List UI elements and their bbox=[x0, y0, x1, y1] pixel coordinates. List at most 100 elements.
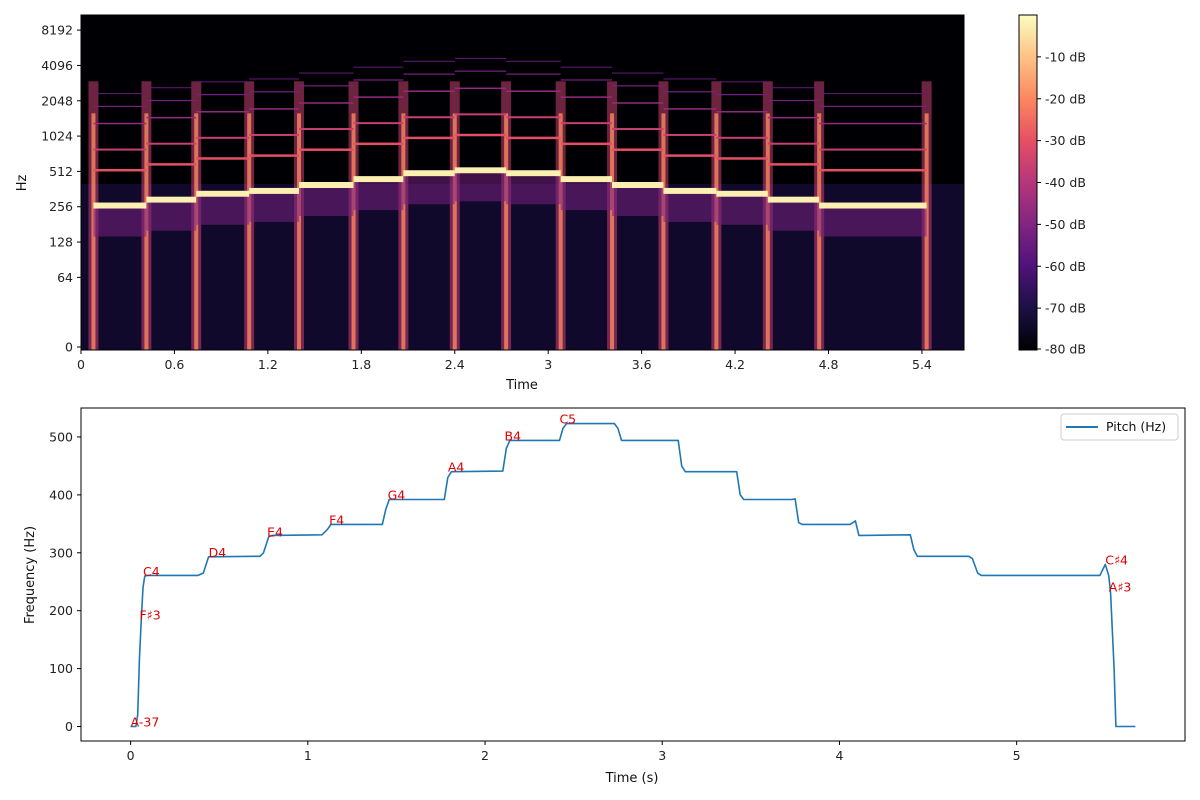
onset-streak-core bbox=[765, 113, 770, 350]
harmonic-band bbox=[353, 66, 404, 68]
harmonic-band bbox=[506, 170, 561, 177]
harmonic-band bbox=[716, 157, 768, 160]
onset-streak-core bbox=[297, 113, 302, 350]
spec-x-tick-label: 4.8 bbox=[819, 357, 839, 372]
harmonic-band bbox=[767, 116, 820, 119]
spec-y-tick-label: 1024 bbox=[41, 129, 73, 144]
harmonic-band bbox=[506, 60, 561, 62]
note-annotation: F♯3 bbox=[139, 607, 160, 622]
pitch-chart: 0 1 2 3 4 5 0 100 200 300 400 500 A-37 F♯3 C4 D4 E4 F4 G… bbox=[23, 407, 1186, 786]
harmonic-band bbox=[506, 116, 561, 119]
spec-x-tick-label: 3.6 bbox=[632, 357, 652, 372]
harmonic-band bbox=[403, 170, 455, 177]
note-annotation: D4 bbox=[209, 545, 227, 560]
onset-streak-core bbox=[452, 113, 457, 350]
harmonic-band bbox=[716, 136, 768, 139]
harmonic-band bbox=[819, 122, 927, 125]
fundamental-smear bbox=[819, 208, 927, 237]
harmonic-band bbox=[353, 176, 404, 183]
fundamental-smear bbox=[663, 193, 717, 222]
harmonic-band bbox=[819, 148, 927, 151]
harmonic-band bbox=[353, 142, 404, 146]
harmonic-band bbox=[196, 136, 250, 139]
harmonic-band bbox=[249, 78, 300, 80]
harmonic-band bbox=[663, 108, 717, 110]
note-annotation: C♯4 bbox=[1105, 552, 1128, 567]
harmonic-band bbox=[93, 202, 147, 209]
harmonic-band bbox=[560, 176, 613, 183]
colorbar-tick-label: -50 dB bbox=[1045, 217, 1086, 232]
colorbar-tick-label: -40 dB bbox=[1045, 175, 1086, 190]
harmonic-band bbox=[716, 94, 768, 96]
spec-x-tick-label: 4.2 bbox=[725, 357, 745, 372]
harmonic-band bbox=[506, 90, 561, 92]
spectrogram-chart: 0 0.6 1.2 1.8 2.4 3 3.6 4.2 4.8 5.4 0 64 128 256 512 1… bbox=[15, 14, 965, 393]
spec-y-tick-label: 8192 bbox=[41, 23, 73, 38]
harmonic-band bbox=[767, 163, 820, 166]
pitch-x-tick-label: 2 bbox=[481, 748, 489, 763]
harmonic-band bbox=[767, 142, 820, 145]
pitch-plot-area bbox=[80, 407, 1186, 742]
harmonic-band bbox=[249, 187, 300, 194]
harmonic-band bbox=[506, 73, 561, 75]
harmonic-band bbox=[454, 113, 507, 116]
fundamental-smear bbox=[560, 182, 613, 211]
harmonic-band bbox=[767, 99, 820, 102]
spectrogram-frame bbox=[80, 14, 965, 351]
legend-box bbox=[1060, 413, 1179, 441]
harmonic-band bbox=[560, 142, 613, 146]
pitch-y-ticks: 0 100 200 300 400 500 bbox=[49, 429, 81, 734]
harmonic-band bbox=[716, 81, 768, 83]
pitch-y-tick-label: 0 bbox=[65, 719, 73, 734]
harmonic-band bbox=[403, 73, 455, 75]
harmonic-band bbox=[299, 128, 354, 131]
pitch-y-tick-label: 500 bbox=[49, 429, 73, 444]
onset-streak-core bbox=[247, 113, 252, 350]
harmonic-band bbox=[196, 190, 250, 197]
harmonic-band bbox=[353, 122, 404, 125]
spec-x-tick-label: 5.4 bbox=[912, 357, 932, 372]
harmonic-band bbox=[403, 60, 455, 62]
onset-streak-core bbox=[194, 113, 199, 350]
colorbar-gradient bbox=[1018, 14, 1038, 351]
pitch-y-tick-label: 100 bbox=[49, 661, 73, 676]
harmonic-band bbox=[454, 70, 507, 72]
spec-x-tick-label: 1.2 bbox=[258, 357, 278, 372]
harmonic-band bbox=[146, 99, 197, 102]
note-annotation: A4 bbox=[448, 460, 465, 475]
harmonic-band bbox=[146, 163, 197, 166]
fundamental-smear bbox=[353, 182, 404, 211]
note-annotation: E4 bbox=[267, 525, 283, 540]
spec-x-tick-label: 3 bbox=[544, 357, 552, 372]
harmonic-band bbox=[249, 108, 300, 110]
harmonic-band bbox=[403, 136, 455, 140]
harmonic-band bbox=[196, 94, 250, 96]
harmonic-band bbox=[612, 128, 664, 131]
colorbar-tick-label: -20 dB bbox=[1045, 91, 1086, 106]
harmonic-band bbox=[146, 87, 197, 89]
legend-label: Pitch (Hz) bbox=[1106, 419, 1166, 434]
colorbar-tick-label: -70 dB bbox=[1045, 301, 1086, 316]
onset-streak-core bbox=[610, 113, 615, 350]
fundamental-smear bbox=[612, 188, 664, 217]
harmonic-band bbox=[506, 136, 561, 140]
onset-streak-core bbox=[714, 113, 719, 350]
spec-y-tick-label: 0 bbox=[65, 340, 73, 355]
harmonic-band bbox=[663, 187, 717, 194]
note-annotation: C5 bbox=[559, 412, 576, 427]
harmonic-band bbox=[454, 87, 507, 90]
harmonic-band bbox=[299, 182, 354, 189]
harmonic-band bbox=[454, 57, 507, 59]
spec-x-tick-label: 1.8 bbox=[351, 357, 371, 372]
harmonic-band bbox=[196, 157, 250, 160]
harmonic-band bbox=[196, 111, 250, 113]
harmonic-band bbox=[299, 72, 354, 74]
harmonic-band bbox=[93, 93, 147, 95]
spec-y-tick-label: 4096 bbox=[41, 58, 73, 73]
colorbar: -10 dB -20 dB -30 dB -40 dB -50 dB -60 dB -70 … bbox=[1018, 14, 1086, 357]
pitch-y-tick-label: 400 bbox=[49, 487, 73, 502]
harmonic-band bbox=[767, 196, 820, 203]
harmonic-band bbox=[93, 148, 147, 151]
harmonic-band bbox=[560, 66, 613, 68]
spectrogram-y-ticks: 0 64 128 256 512 1024 2048 4096 8192 bbox=[41, 23, 81, 355]
